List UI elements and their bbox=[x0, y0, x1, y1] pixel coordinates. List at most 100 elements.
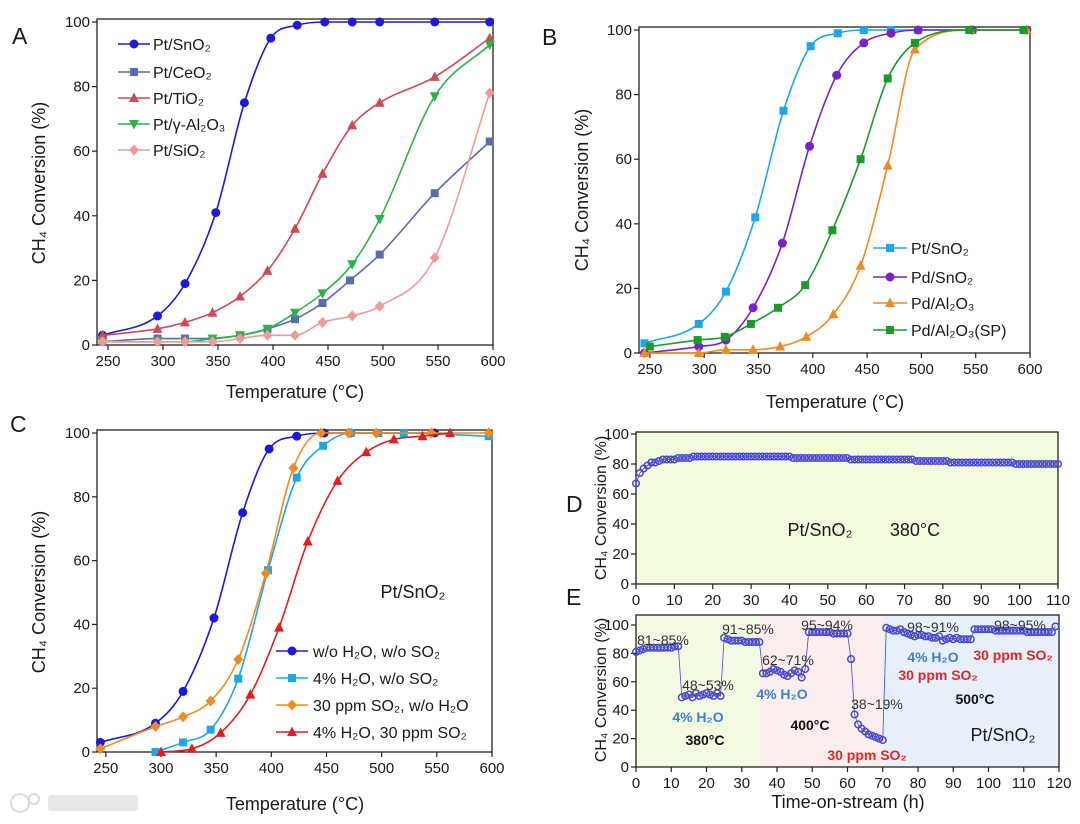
x-tick-label: 600 bbox=[1017, 361, 1042, 378]
annotation: 48~53% bbox=[682, 677, 734, 693]
data-point bbox=[739, 452, 748, 461]
data-point bbox=[302, 535, 313, 546]
data-point bbox=[693, 336, 702, 345]
data-point bbox=[429, 92, 440, 102]
data-point bbox=[909, 43, 920, 54]
data-point bbox=[881, 455, 890, 464]
data-point bbox=[693, 452, 702, 461]
x-tick-label: 400 bbox=[259, 760, 284, 777]
data-point bbox=[151, 748, 160, 756]
data-point bbox=[720, 452, 729, 461]
x-tick-label: 450 bbox=[315, 353, 340, 370]
x-tick-label: 450 bbox=[314, 760, 339, 777]
legend-label: Pd/Al₂O₃ bbox=[911, 296, 974, 313]
data-point bbox=[150, 720, 161, 732]
data-point bbox=[720, 344, 731, 354]
data-point bbox=[793, 453, 802, 463]
legend-label: 4% H₂O, w/o SO₂ bbox=[313, 671, 438, 688]
data-point bbox=[95, 737, 105, 747]
data-point bbox=[748, 303, 758, 313]
y-tick-label: 40 bbox=[612, 516, 629, 533]
data-point bbox=[931, 456, 940, 466]
data-point bbox=[927, 456, 936, 466]
x-tick-label: 80 bbox=[935, 592, 952, 609]
data-point bbox=[317, 316, 328, 328]
series-line bbox=[102, 37, 491, 337]
y-tick-label: 0 bbox=[621, 576, 629, 593]
data-point bbox=[152, 323, 163, 333]
data-point bbox=[180, 336, 190, 348]
annotation: 30 ppm SO₂ bbox=[973, 647, 1052, 663]
data-point bbox=[727, 452, 736, 461]
x-tick-label: 60 bbox=[858, 592, 875, 609]
data-point bbox=[233, 653, 244, 665]
data-point bbox=[215, 727, 226, 737]
data-point bbox=[754, 452, 763, 461]
data-point bbox=[796, 453, 806, 463]
data-point bbox=[766, 452, 775, 461]
data-point bbox=[748, 344, 759, 354]
data-point bbox=[681, 453, 690, 463]
data-point bbox=[859, 38, 869, 48]
data-point bbox=[97, 329, 108, 340]
data-point bbox=[886, 28, 896, 38]
data-point bbox=[801, 331, 812, 341]
annotation: 400°C bbox=[790, 717, 829, 733]
data-point bbox=[882, 160, 893, 170]
series-2 bbox=[95, 427, 494, 755]
data-point bbox=[318, 299, 327, 308]
data-point bbox=[1027, 459, 1036, 469]
data-point bbox=[846, 455, 855, 464]
x-tick-label: 350 bbox=[205, 353, 230, 370]
data-point bbox=[205, 695, 216, 707]
data-point bbox=[750, 452, 759, 461]
data-point bbox=[915, 456, 924, 466]
plot-frame bbox=[96, 429, 493, 753]
x-tick-label: 250 bbox=[95, 353, 120, 370]
data-point bbox=[777, 238, 787, 248]
data-point bbox=[833, 29, 842, 38]
data-point bbox=[846, 655, 856, 664]
data-point bbox=[954, 458, 963, 467]
x-tick-label: 40 bbox=[769, 775, 786, 792]
data-point bbox=[892, 455, 901, 464]
legend-marker bbox=[287, 726, 297, 736]
annotation: Pt/SnO₂ bbox=[787, 520, 852, 540]
y-tick-label: 80 bbox=[73, 489, 90, 506]
x-tick-label: 110 bbox=[1046, 592, 1070, 609]
data-point bbox=[878, 735, 887, 745]
data-point bbox=[206, 725, 215, 734]
data-point bbox=[950, 458, 959, 467]
data-point bbox=[178, 686, 188, 696]
data-point bbox=[153, 311, 162, 321]
data-point bbox=[984, 458, 993, 467]
data-point bbox=[694, 319, 703, 328]
data-point bbox=[859, 26, 868, 34]
annotation: 30 ppm SO₂ bbox=[898, 667, 977, 683]
legend-label: Pt/SiO₂ bbox=[153, 143, 205, 160]
data-point bbox=[274, 622, 285, 632]
x-tick-label: 30 bbox=[733, 775, 750, 792]
annotation: 4% H₂O bbox=[907, 649, 958, 665]
y-tick-label: 80 bbox=[612, 456, 629, 473]
data-point bbox=[1051, 622, 1060, 631]
legend-item: 30 ppm SO₂, w/o H₂O bbox=[276, 698, 469, 715]
legend-label: Pd/Al₂O₃(SP) bbox=[911, 323, 1006, 340]
y-tick-label: 100 bbox=[65, 14, 90, 31]
data-point bbox=[485, 17, 495, 27]
data-point bbox=[965, 458, 974, 467]
annotation: 91~85% bbox=[722, 621, 774, 637]
legend-label: 30 ppm SO₂, w/o H₂O bbox=[313, 698, 469, 715]
data-point bbox=[910, 38, 919, 47]
legend-label: w/o H₂O, w/o SO₂ bbox=[312, 644, 440, 661]
data-point bbox=[1038, 459, 1047, 469]
data-point bbox=[647, 458, 656, 467]
panel-label: C bbox=[10, 411, 27, 437]
annotation: 380°C bbox=[685, 732, 724, 748]
data-point bbox=[842, 453, 852, 463]
data-point bbox=[374, 97, 385, 107]
data-point bbox=[774, 303, 783, 312]
data-point bbox=[245, 689, 256, 699]
data-point bbox=[731, 452, 740, 461]
data-point bbox=[832, 70, 842, 80]
